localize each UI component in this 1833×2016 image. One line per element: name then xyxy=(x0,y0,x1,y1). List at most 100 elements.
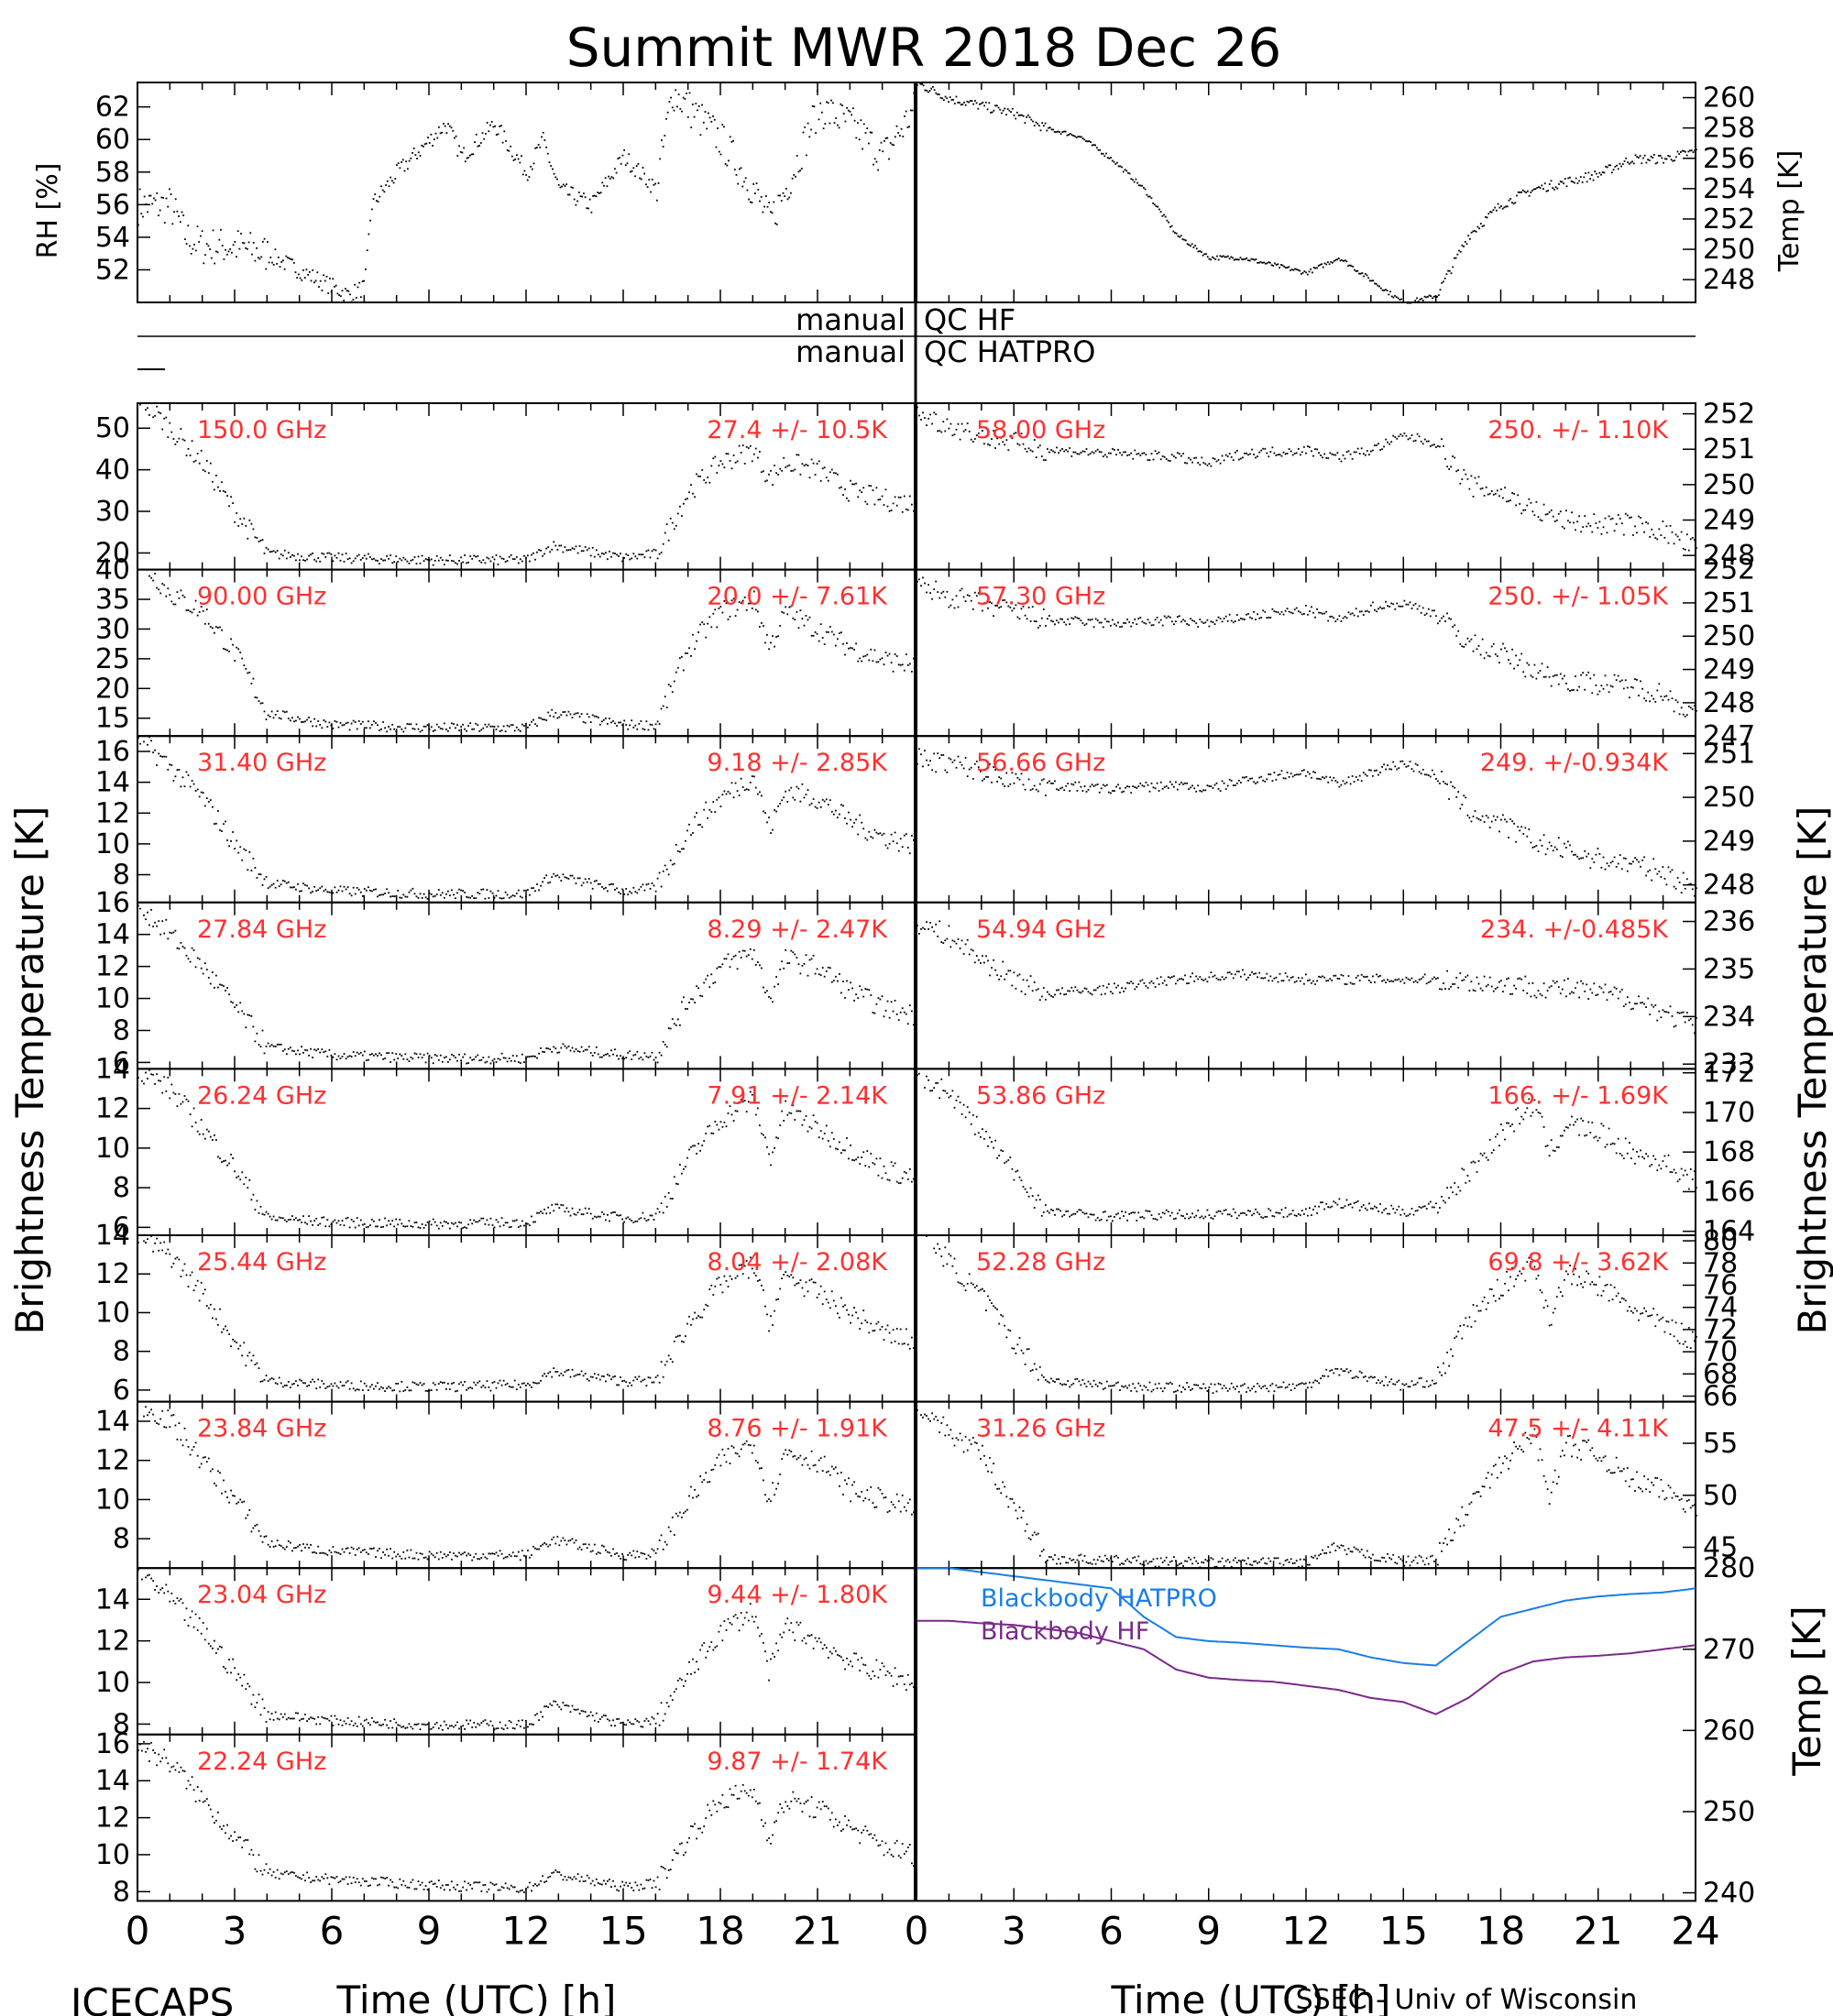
data-point xyxy=(719,606,722,608)
data-point xyxy=(473,554,476,557)
data-point xyxy=(521,1719,523,1722)
data-point xyxy=(1159,211,1162,213)
data-point xyxy=(1696,148,1697,151)
data-point xyxy=(634,724,637,727)
data-point xyxy=(1645,161,1648,164)
channel-stat: 8.04 +/- 2.08K xyxy=(707,1248,888,1276)
data-point xyxy=(161,1249,164,1252)
data-point xyxy=(586,1048,588,1051)
data-point xyxy=(434,132,437,135)
data-point xyxy=(573,1541,576,1544)
data-point xyxy=(449,1725,451,1727)
data-point xyxy=(719,460,722,462)
data-point xyxy=(232,502,234,504)
data-point xyxy=(324,1387,327,1389)
data-point xyxy=(423,1723,425,1726)
data-point xyxy=(491,1059,494,1062)
data-point xyxy=(178,597,181,599)
data-point xyxy=(470,153,473,156)
data-point xyxy=(1237,258,1240,261)
data-point xyxy=(620,893,621,895)
data-point xyxy=(460,1222,462,1224)
data-point xyxy=(176,769,179,772)
data-point xyxy=(688,92,691,94)
data-point xyxy=(1035,121,1037,124)
data-point xyxy=(375,1385,377,1387)
data-point xyxy=(306,718,308,721)
data-point xyxy=(556,1371,559,1373)
figure-title: Summit MWR 2018 Dec 26 xyxy=(566,16,1282,79)
data-point xyxy=(192,1289,195,1291)
data-point xyxy=(334,1715,336,1717)
data-point xyxy=(274,886,277,889)
data-point xyxy=(571,1207,574,1210)
data-point xyxy=(749,948,752,950)
data-point xyxy=(150,909,152,911)
data-point xyxy=(892,840,895,842)
data-point xyxy=(412,558,414,561)
data-point xyxy=(712,1468,715,1471)
data-point xyxy=(205,608,208,610)
data-point xyxy=(866,127,869,129)
data-point xyxy=(851,1314,853,1317)
data-point xyxy=(493,1553,496,1555)
data-point xyxy=(435,1722,438,1724)
data-point xyxy=(790,192,792,194)
data-point xyxy=(174,198,177,201)
data-point xyxy=(508,1386,510,1387)
data-point xyxy=(812,1114,815,1116)
data-point xyxy=(894,1162,896,1165)
data-point xyxy=(1101,152,1103,155)
data-point xyxy=(390,1548,391,1550)
data-point xyxy=(1636,156,1639,159)
data-point xyxy=(554,176,557,179)
data-point xyxy=(158,1423,160,1425)
data-point xyxy=(482,1720,485,1723)
data-point xyxy=(237,1347,240,1350)
data-point xyxy=(717,127,719,129)
data-point xyxy=(295,719,297,722)
data-point xyxy=(270,551,273,553)
data-point xyxy=(654,1212,657,1215)
data-point xyxy=(830,981,833,983)
data-point xyxy=(554,1542,557,1545)
data-point xyxy=(489,124,491,126)
data-point xyxy=(261,539,264,541)
data-point xyxy=(283,1713,286,1715)
data-point xyxy=(478,1059,481,1062)
data-point xyxy=(732,597,735,600)
data-point xyxy=(148,1411,150,1414)
data-point xyxy=(204,254,206,257)
data-point xyxy=(384,1217,386,1220)
data-point xyxy=(654,182,656,185)
data-point xyxy=(176,947,179,949)
data-point xyxy=(620,1376,621,1378)
data-point xyxy=(365,557,368,560)
data-point xyxy=(741,1443,744,1446)
data-point xyxy=(835,1147,837,1150)
data-point xyxy=(488,1724,490,1726)
data-point xyxy=(421,1723,423,1726)
data-point xyxy=(614,1725,616,1727)
data-point xyxy=(618,555,620,557)
data-point xyxy=(710,973,713,976)
data-point xyxy=(196,453,199,455)
data-point xyxy=(163,584,166,586)
data-point xyxy=(780,200,783,202)
data-point xyxy=(283,1048,286,1051)
data-point xyxy=(346,1717,349,1719)
data-point xyxy=(475,1726,477,1728)
data-point xyxy=(415,723,418,726)
data-point xyxy=(159,412,162,414)
data-point xyxy=(549,1048,552,1051)
data-point xyxy=(1113,160,1115,163)
data-point xyxy=(567,710,570,713)
data-point xyxy=(835,117,838,119)
data-point xyxy=(348,557,351,560)
data-point xyxy=(385,184,387,186)
data-point xyxy=(723,600,726,602)
data-point xyxy=(829,626,831,628)
data-point xyxy=(477,1221,479,1223)
data-point xyxy=(895,1493,898,1496)
data-point xyxy=(250,1530,253,1533)
